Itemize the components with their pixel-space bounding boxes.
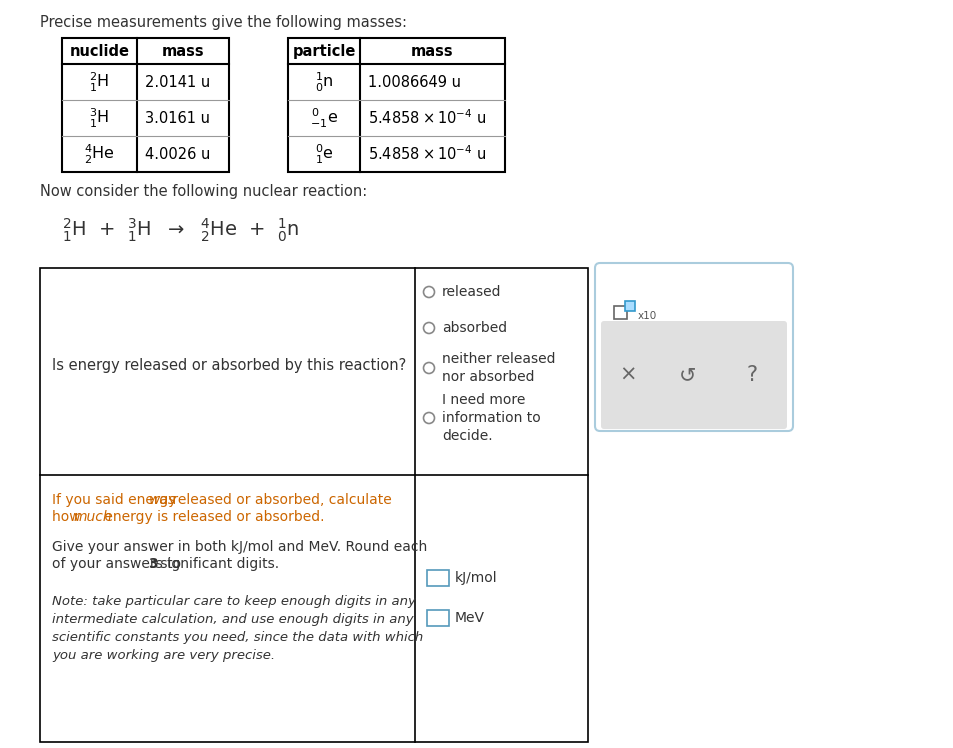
- Text: ↺: ↺: [679, 365, 696, 385]
- Text: $^2_1\mathrm{H}$: $^2_1\mathrm{H}$: [90, 70, 110, 94]
- Text: 3: 3: [148, 557, 157, 571]
- Text: Precise measurements give the following masses:: Precise measurements give the following …: [40, 15, 407, 30]
- Text: significant digits.: significant digits.: [156, 557, 279, 571]
- Bar: [427, 610, 449, 626]
- Text: Note: take particular care to keep enough digits in any
intermediate calculation: Note: take particular care to keep enoug…: [52, 595, 423, 662]
- Circle shape: [423, 412, 434, 423]
- Text: $^2_1\mathrm{H}$  +  $^3_1\mathrm{H}$  $\rightarrow$  $^4_2\mathrm{He}$  +  $^1_: $^2_1\mathrm{H}$ + $^3_1\mathrm{H}$ $\ri…: [62, 216, 299, 244]
- Bar: [624, 301, 635, 311]
- Text: $^{\,0}_{-1}\mathrm{e}$: $^{\,0}_{-1}\mathrm{e}$: [310, 106, 337, 129]
- Text: neither released
nor absorbed: neither released nor absorbed: [441, 352, 555, 384]
- Text: $^1_0\mathrm{n}$: $^1_0\mathrm{n}$: [314, 70, 333, 94]
- Text: nuclide: nuclide: [70, 43, 130, 58]
- Text: released: released: [441, 285, 501, 299]
- Text: released or absorbed, calculate: released or absorbed, calculate: [168, 493, 392, 507]
- Text: ×: ×: [618, 365, 636, 385]
- Text: energy is released or absorbed.: energy is released or absorbed.: [100, 510, 324, 524]
- Text: If you said energy: If you said energy: [52, 493, 181, 507]
- FancyBboxPatch shape: [595, 263, 792, 431]
- Text: much: much: [74, 510, 112, 524]
- Text: MeV: MeV: [455, 611, 484, 625]
- Text: absorbed: absorbed: [441, 321, 507, 335]
- Text: I need more
information to
decide.: I need more information to decide.: [441, 393, 540, 444]
- Text: $^4_2\mathrm{He}$: $^4_2\mathrm{He}$: [84, 142, 114, 165]
- Bar: [40, 268, 587, 742]
- Text: Give your answer in both kJ/mol and MeV. Round each: Give your answer in both kJ/mol and MeV.…: [52, 540, 427, 554]
- Text: 4.0026 u: 4.0026 u: [145, 147, 211, 162]
- Circle shape: [423, 363, 434, 373]
- Circle shape: [423, 286, 434, 298]
- Bar: [603, 272, 783, 320]
- Bar: [427, 570, 449, 586]
- Text: $^3_1\mathrm{H}$: $^3_1\mathrm{H}$: [90, 106, 110, 129]
- Text: how: how: [52, 510, 85, 524]
- Text: of your answers to: of your answers to: [52, 557, 185, 571]
- Text: particle: particle: [292, 43, 355, 58]
- Text: $^0_1\mathrm{e}$: $^0_1\mathrm{e}$: [314, 142, 333, 165]
- Circle shape: [423, 322, 434, 334]
- Text: $5.4858\times10^{-4}$ u: $5.4858\times10^{-4}$ u: [368, 144, 486, 163]
- Text: mass: mass: [161, 43, 204, 58]
- Text: kJ/mol: kJ/mol: [455, 571, 497, 585]
- Text: mass: mass: [411, 43, 454, 58]
- Text: Is energy released or absorbed by this reaction?: Is energy released or absorbed by this r…: [52, 358, 406, 373]
- Text: Now consider the following nuclear reaction:: Now consider the following nuclear react…: [40, 184, 367, 199]
- Text: was: was: [149, 493, 176, 507]
- Bar: [614, 306, 626, 319]
- Bar: [288, 38, 504, 172]
- Text: x10: x10: [638, 311, 657, 321]
- FancyBboxPatch shape: [600, 321, 786, 429]
- Text: 1.0086649 u: 1.0086649 u: [368, 75, 460, 90]
- Text: $5.4858\times10^{-4}$ u: $5.4858\times10^{-4}$ u: [368, 108, 486, 127]
- Text: ?: ?: [745, 365, 757, 385]
- Text: 2.0141 u: 2.0141 u: [145, 75, 210, 90]
- Text: 3.0161 u: 3.0161 u: [145, 111, 210, 126]
- Bar: [62, 38, 229, 172]
